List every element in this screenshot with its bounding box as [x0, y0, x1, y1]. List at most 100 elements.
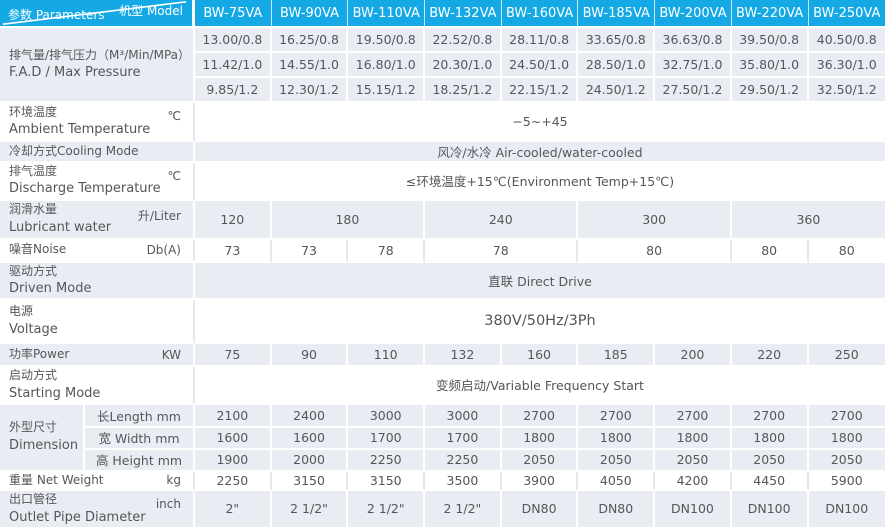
unit-label: KW: [162, 348, 181, 362]
value-cell: 27.50/1.2: [655, 78, 732, 103]
dimension-height-row: 高 Height mm 1900 2000 2250 2250 2050 205…: [0, 450, 885, 472]
unit-label: ℃: [168, 109, 181, 123]
value-cell: 3000: [348, 405, 425, 428]
value-cell: ≤环境温度+15℃(Environment Temp+15℃): [195, 163, 885, 201]
model-column-header: BW-185VA: [578, 0, 655, 28]
value-cell: 29.50/1.2: [732, 78, 809, 103]
value-cell: 380V/50Hz/3Ph: [195, 300, 885, 344]
unit-label: kg: [166, 473, 181, 487]
row-label-discharge: 排气温度 Discharge Temperature ℃: [0, 163, 195, 201]
weight-row: 重量 Net Weight kg 2250 3150 3150 3500 390…: [0, 472, 885, 491]
value-cell: 2 1/2": [272, 491, 349, 529]
value-cell: 2700: [809, 405, 885, 428]
value-cell: 直联 Direct Drive: [195, 263, 885, 301]
value-cell: 2050: [502, 450, 579, 472]
model-column-header: BW-200VA: [655, 0, 732, 28]
value-cell: 80: [809, 240, 885, 263]
value-cell: 2100: [195, 405, 272, 428]
value-cell: −5~+45: [195, 103, 885, 142]
value-cell: 73: [195, 240, 272, 263]
model-axis-label: 机型 Model: [119, 2, 183, 19]
value-cell: 16.80/1.0: [348, 53, 425, 78]
unit-label: Db(A): [147, 243, 181, 257]
value-cell: 1800: [578, 428, 655, 450]
value-cell: 360: [732, 201, 885, 240]
model-column-header: BW-220VA: [732, 0, 809, 28]
label-en: Ambient Temperature: [9, 121, 193, 139]
value-cell: 28.50/1.0: [578, 53, 655, 78]
value-cell: 110: [348, 344, 425, 367]
header-row: 机型 Model 参数 Parameters BW-75VA BW-90VA B…: [0, 0, 885, 28]
model-column-header: BW-90VA: [272, 0, 349, 28]
value-cell: 18.25/1.2: [425, 78, 502, 103]
value-cell: 19.50/0.8: [348, 28, 425, 53]
value-cell: 3000: [425, 405, 502, 428]
row-label-ambient: 环境温度 Ambient Temperature ℃: [0, 103, 195, 142]
discharge-row: 排气温度 Discharge Temperature ℃ ≤环境温度+15℃(E…: [0, 163, 885, 201]
value-cell: 5900: [809, 472, 885, 491]
value-cell: 132: [425, 344, 502, 367]
value-cell: 14.55/1.0: [272, 53, 349, 78]
value-cell: 180: [272, 201, 425, 240]
label-cn: 环境温度: [9, 104, 193, 121]
model-column-header: BW-250VA: [809, 0, 885, 28]
value-cell: 11.42/1.0: [195, 53, 272, 78]
value-cell: 36.30/1.0: [809, 53, 885, 78]
value-cell: 2050: [655, 450, 732, 472]
value-cell: 300: [578, 201, 731, 240]
model-column-header: BW-132VA: [425, 0, 502, 28]
label-cn: 冷却方式Cooling Mode: [9, 143, 193, 160]
value-cell: 250: [809, 344, 885, 367]
label-en: Outlet Pipe Diameter: [9, 509, 193, 527]
fad-row-0.8MPa: 排气量/排气压力（M³/Min/MPa） F.A.D / Max Pressur…: [0, 28, 885, 53]
value-cell: 160: [502, 344, 579, 367]
value-cell: 2000: [272, 450, 349, 472]
label-cn: 排气温度: [9, 163, 193, 180]
row-label-driven: 驱动方式 Driven Mode: [0, 263, 195, 301]
value-cell: 1700: [425, 428, 502, 450]
value-cell: 13.00/0.8: [195, 28, 272, 53]
label-en: Starting Mode: [9, 385, 193, 403]
label-cn: 排气量/排气压力（M³/Min/MPa）: [9, 47, 193, 64]
value-cell: 36.63/0.8: [655, 28, 732, 53]
value-cell: 22.15/1.2: [502, 78, 579, 103]
voltage-row: 电源 Voltage 380V/50Hz/3Ph: [0, 300, 885, 344]
label-en: F.A.D / Max Pressure: [9, 64, 193, 82]
value-cell: 1800: [655, 428, 732, 450]
value-cell: 90: [272, 344, 349, 367]
row-label-weight: 重量 Net Weight kg: [0, 472, 195, 491]
value-cell: 185: [578, 344, 655, 367]
label-en: Discharge Temperature: [9, 180, 193, 198]
value-cell: 32.50/1.2: [809, 78, 885, 103]
value-cell: 35.80/1.0: [732, 53, 809, 78]
value-cell: 220: [732, 344, 809, 367]
value-cell: 1900: [195, 450, 272, 472]
value-cell: 9.85/1.2: [195, 78, 272, 103]
value-cell: 1800: [732, 428, 809, 450]
value-cell: 2250: [195, 472, 272, 491]
table-corner-cell: 机型 Model 参数 Parameters: [0, 0, 195, 28]
label-cn: 启动方式: [9, 367, 193, 384]
value-cell: 16.25/0.8: [272, 28, 349, 53]
value-cell: 22.52/0.8: [425, 28, 502, 53]
label-en: Dimension: [9, 437, 83, 455]
row-label-power: 功率Power KW: [0, 344, 195, 367]
value-cell: 39.50/0.8: [732, 28, 809, 53]
value-cell: 2050: [732, 450, 809, 472]
value-cell: 3500: [425, 472, 502, 491]
value-cell: 15.15/1.2: [348, 78, 425, 103]
label-cn: 电源: [9, 303, 193, 320]
value-cell: 2700: [732, 405, 809, 428]
value-cell: 3150: [348, 472, 425, 491]
value-cell: 73: [272, 240, 349, 263]
value-cell: 24.50/1.2: [578, 78, 655, 103]
model-column-header: BW-75VA: [195, 0, 272, 28]
model-column-header: BW-160VA: [502, 0, 579, 28]
value-cell: 78: [348, 240, 425, 263]
value-cell: 1800: [502, 428, 579, 450]
unit-label: ℃: [168, 169, 181, 183]
value-cell: 2400: [272, 405, 349, 428]
row-label-dimension: 外型尺寸 Dimension: [0, 405, 85, 472]
dim-sub-label-width: 宽 Width mm: [85, 428, 195, 450]
